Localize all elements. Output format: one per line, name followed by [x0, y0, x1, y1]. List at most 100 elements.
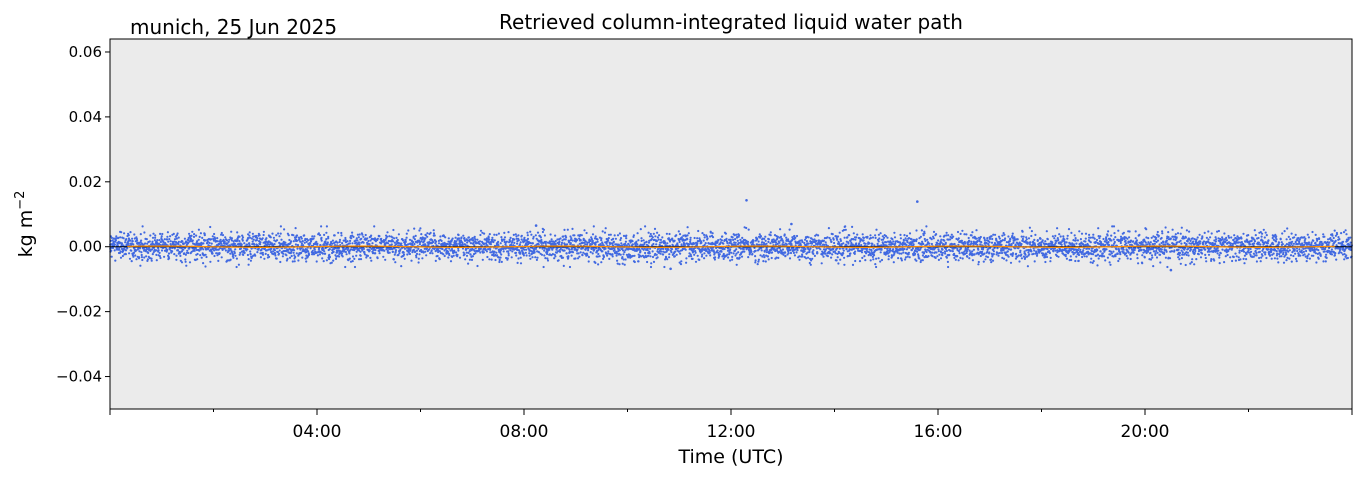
data-point [238, 240, 241, 243]
data-point [640, 239, 643, 242]
data-point [177, 243, 180, 246]
data-point [914, 252, 917, 255]
data-point [115, 235, 118, 238]
data-point [817, 234, 820, 237]
data-point [705, 254, 708, 257]
data-point [684, 248, 687, 251]
data-point [131, 237, 134, 240]
data-point [767, 238, 771, 241]
data-point [296, 239, 299, 242]
data-point [941, 248, 944, 251]
data-point [227, 240, 230, 243]
data-point [822, 239, 826, 242]
data-point [686, 234, 689, 237]
data-point [571, 239, 574, 242]
data-point [325, 238, 328, 241]
data-point [213, 232, 216, 236]
data-point [613, 249, 616, 252]
data-point [1029, 241, 1032, 244]
data-point [983, 252, 986, 255]
data-point [732, 238, 735, 241]
data-point [146, 242, 149, 245]
data-point [696, 237, 699, 240]
data-point [490, 258, 493, 261]
data-point [915, 259, 918, 262]
data-point [322, 260, 325, 263]
data-point [376, 237, 379, 240]
data-point [903, 247, 906, 251]
data-point [404, 238, 407, 241]
data-point [728, 251, 731, 254]
data-point [979, 235, 982, 239]
data-point [511, 250, 514, 253]
data-point [757, 240, 760, 243]
data-point [990, 235, 993, 238]
data-point [174, 243, 177, 246]
data-point [892, 248, 895, 251]
data-point [440, 239, 443, 242]
data-point [432, 240, 435, 244]
data-point [487, 236, 490, 239]
data-point [1028, 253, 1031, 256]
data-point [254, 254, 257, 257]
data-point [891, 238, 894, 241]
data-point [248, 242, 251, 245]
data-point [515, 235, 518, 238]
data-point [444, 244, 448, 247]
data-point [349, 239, 352, 242]
data-point [201, 236, 204, 239]
data-point [297, 259, 300, 262]
data-point [351, 255, 355, 258]
data-point [236, 231, 239, 234]
data-point [341, 255, 344, 258]
data-point [392, 258, 395, 261]
data-point [1063, 238, 1066, 241]
data-point [315, 240, 318, 243]
data-point [474, 238, 477, 241]
data-point [1059, 235, 1062, 238]
data-point [757, 258, 761, 261]
data-point [700, 255, 704, 258]
data-point [628, 244, 631, 247]
data-point [703, 243, 706, 247]
data-point [523, 236, 526, 239]
data-point [356, 233, 359, 236]
data-point [397, 233, 400, 236]
data-point [277, 252, 281, 255]
data-point [393, 237, 396, 240]
data-point [415, 249, 419, 252]
data-point [110, 255, 113, 258]
data-point [1114, 236, 1117, 239]
data-point [764, 260, 767, 263]
data-point [495, 251, 498, 254]
data-point [1000, 243, 1003, 246]
data-point [864, 259, 867, 262]
data-point [659, 252, 662, 255]
data-point [359, 250, 362, 253]
data-point [1071, 251, 1075, 254]
data-point [998, 237, 1001, 240]
data-point [877, 233, 881, 236]
data-point [182, 248, 185, 251]
data-point [887, 255, 890, 258]
data-point [892, 240, 895, 243]
data-point [473, 249, 476, 252]
data-point [557, 259, 560, 262]
data-point [1020, 257, 1024, 260]
data-point [543, 249, 546, 252]
data-point [546, 259, 550, 262]
data-point [1129, 257, 1132, 261]
data-point [347, 247, 350, 250]
data-point [784, 251, 787, 254]
data-point [313, 248, 316, 251]
data-point [746, 240, 750, 243]
data-point [930, 242, 934, 246]
data-point [1089, 236, 1092, 239]
data-point [307, 253, 311, 256]
data-point [455, 240, 458, 243]
data-point [1041, 239, 1044, 242]
data-point [566, 243, 569, 246]
data-point [965, 233, 968, 236]
data-point [737, 251, 740, 254]
data-point [561, 256, 565, 259]
